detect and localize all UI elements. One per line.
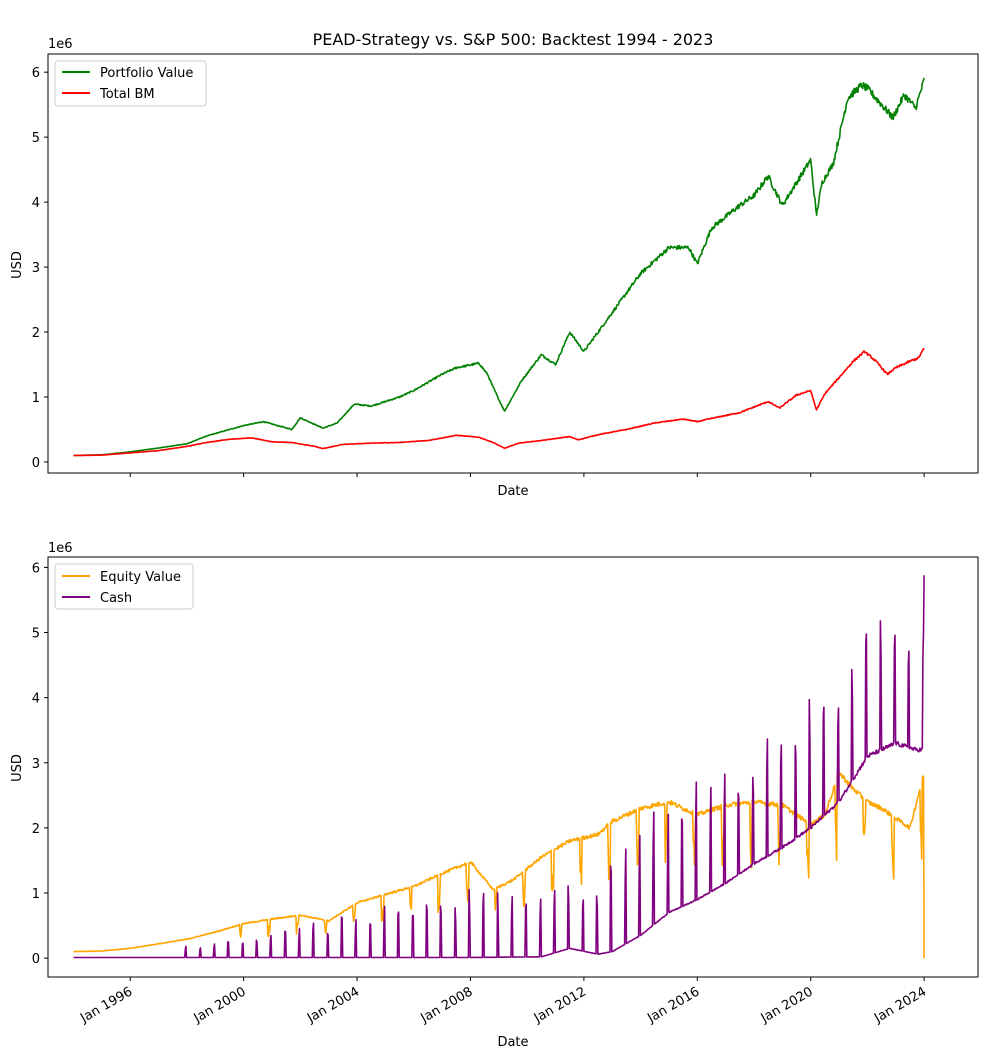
top-plot-lines — [73, 77, 925, 457]
top-y-ticks: 0 1 2 3 4 5 6 — [32, 66, 48, 471]
top-y-tick-label: 5 — [32, 131, 40, 146]
top-y-tick-label: 3 — [32, 261, 40, 276]
bottom-y-tick-label: 4 — [32, 692, 40, 707]
top-y-tick-label: 4 — [32, 196, 40, 211]
top-y-tick-label: 1 — [32, 391, 40, 406]
bottom-y-ticks: 0 1 2 3 4 5 6 — [32, 561, 48, 967]
series-line-total-bm — [73, 347, 925, 457]
bottom-y-tick-label: 0 — [32, 952, 40, 967]
top-y-tick-label: 2 — [32, 326, 40, 341]
legend-label-cash: Cash — [100, 591, 132, 606]
top-y-tick-label: 0 — [32, 456, 40, 471]
legend-label-equity-value: Equity Value — [100, 570, 181, 585]
top-legend: Portfolio Value Total BM — [54, 60, 207, 107]
y-axis-multiplier-bottom: 1e6 — [48, 541, 73, 556]
bottom-legend: Equity Value Cash — [54, 563, 194, 610]
top-legend-box — [54, 60, 207, 107]
top-y-axis-label: USD — [10, 251, 25, 279]
bottom-x-axis-label: Date — [497, 1035, 528, 1050]
top-x-ticks — [129, 473, 925, 477]
bottom-plot-lines — [73, 575, 925, 959]
series-line-portfolio-value — [73, 77, 925, 457]
bottom-y-axis-label: USD — [10, 754, 25, 782]
y-axis-multiplier: 1e6 — [48, 37, 73, 52]
bottom-y-tick-label: 1 — [32, 887, 40, 902]
legend-label-portfolio-value: Portfolio Value — [100, 66, 193, 81]
top-x-axis-label: Date — [497, 484, 528, 499]
bottom-y-tick-label: 5 — [32, 627, 40, 642]
top-axes-frame — [47, 53, 979, 474]
bottom-y-tick-label: 3 — [32, 757, 40, 772]
bottom-y-tick-label: 2 — [32, 822, 40, 837]
bottom-axes-frame — [47, 556, 979, 978]
bottom-y-tick-label: 6 — [32, 561, 40, 576]
legend-label-total-bm: Total BM — [99, 87, 155, 102]
series-line-cash — [73, 575, 925, 959]
chart-title: PEAD-Strategy vs. S&P 500: Backtest 1994… — [313, 30, 714, 49]
top-y-tick-label: 6 — [32, 66, 40, 81]
top-chart: PEAD-Strategy vs. S&P 500: Backtest 1994… — [10, 30, 979, 499]
